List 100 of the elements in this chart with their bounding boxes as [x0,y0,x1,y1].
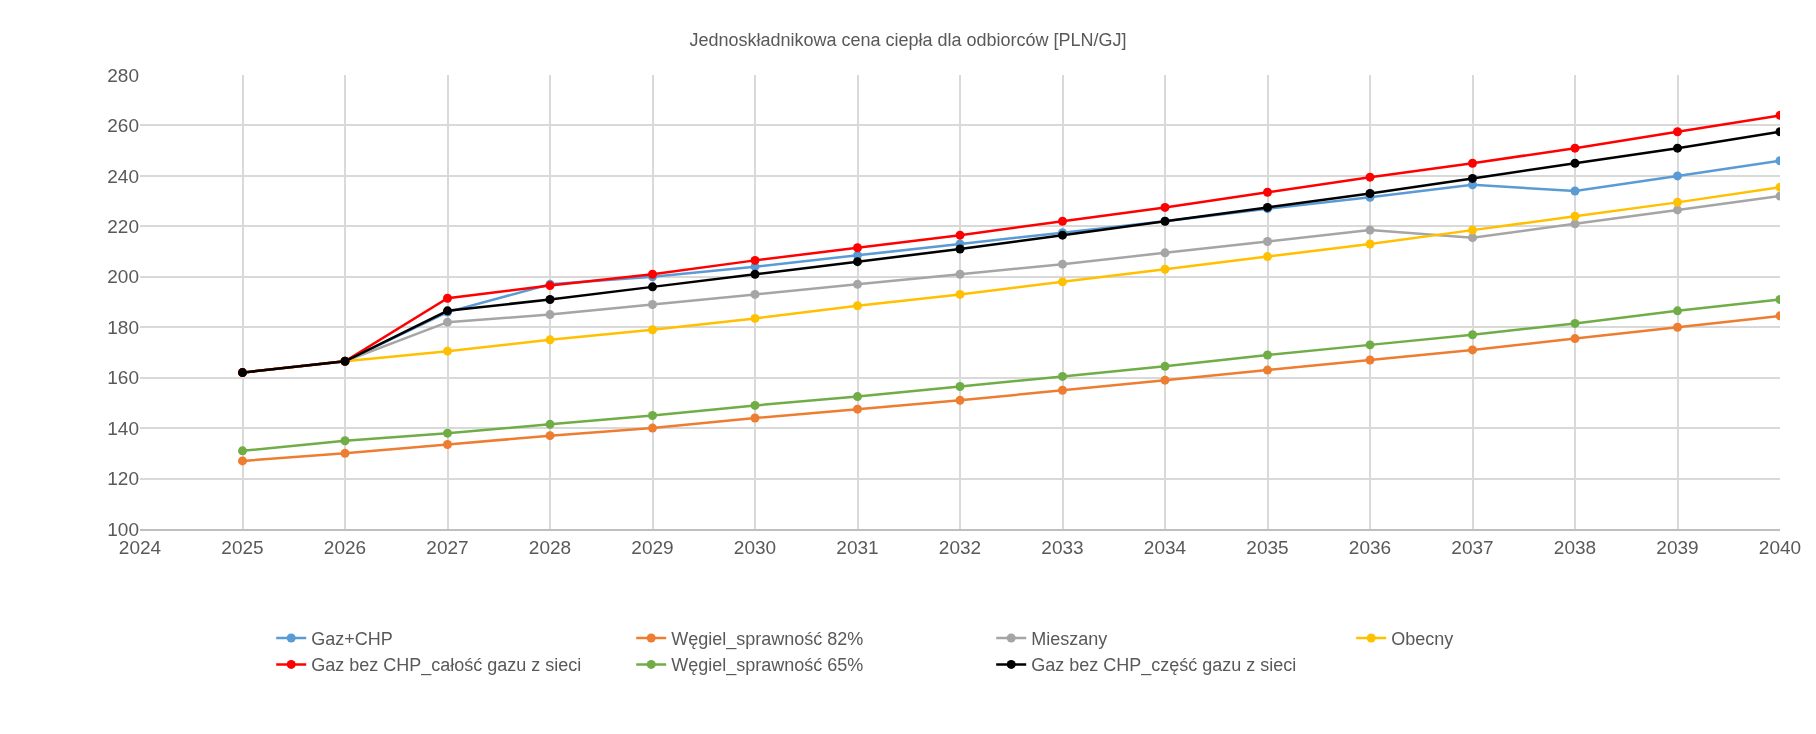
point [750,413,760,423]
x-tick-label: 2035 [1246,536,1289,558]
point [545,310,555,320]
point [443,293,452,303]
legend-label: Gaz+CHP [311,629,393,650]
point [955,289,965,299]
point [238,456,247,466]
y-tick-label: 240 [107,165,139,187]
point [955,395,965,405]
point [1673,197,1682,207]
point [443,317,452,327]
point [853,301,862,311]
point [1673,127,1682,137]
point [545,335,555,345]
point [1058,216,1067,226]
y-tick-label: 200 [107,266,139,288]
point [1058,371,1067,381]
y-tick-label: 140 [107,417,139,439]
point [853,257,862,267]
point [750,269,760,279]
legend-label: Węgiel_sprawność 82% [671,629,864,651]
x-tick-label: 2031 [836,536,879,558]
point [1673,205,1682,215]
point [1570,211,1580,221]
point [648,411,657,420]
point [1673,171,1682,181]
x-tick-label: 2034 [1143,536,1187,558]
point [340,436,350,446]
point [1468,158,1477,168]
point [545,419,555,429]
point [1365,355,1375,365]
point [750,255,760,265]
point [955,381,965,391]
x-tick-label: 2033 [1041,536,1084,558]
x-tick-label: 2032 [938,536,982,558]
point [955,244,965,254]
point [648,423,657,433]
point [853,279,862,289]
point [443,428,452,438]
x-tick-label: 2026 [323,536,367,558]
point [1263,236,1272,246]
point [955,269,965,279]
point [1263,252,1272,262]
x-tick-label: 2038 [1553,536,1597,558]
point [1058,277,1067,287]
x-tick-label: 2039 [1656,536,1699,558]
point [1468,225,1477,235]
point [1673,322,1682,332]
x-tick-label: 2029 [631,536,674,558]
point [1468,233,1477,243]
point [1365,172,1375,182]
point [1365,225,1375,235]
point [648,282,657,292]
point [1160,361,1170,371]
legend-label: Mieszany [1031,629,1108,650]
x-tick-label: 2027 [426,536,469,558]
point [1365,340,1375,350]
point [1160,202,1170,212]
point [1263,365,1272,375]
legend-label: Gaz bez CHP_całość gazu z sieci [311,655,582,677]
point [1160,264,1170,274]
point [1263,350,1272,360]
point [1673,306,1682,316]
legend-label: Węgiel_sprawność 65% [671,655,864,677]
point [1570,334,1580,344]
point [1570,158,1580,168]
y-tick-label: 160 [107,367,139,389]
x-tick-label: 2028 [528,536,572,558]
legend-label: Obecny [1391,629,1454,650]
point [1160,375,1170,385]
chart-title: Jednoskładnikowa cena ciepła dla odbiorców [PLN/GJ] [689,29,1127,50]
y-tick-label: 280 [107,64,139,86]
x-tick-label: 2036 [1348,536,1392,558]
y-tick-label: 180 [107,316,139,338]
x-tick-label: 2030 [733,536,777,558]
point [1570,318,1580,328]
point [1468,330,1477,340]
point [1468,173,1477,183]
point [1365,239,1375,249]
point [750,313,760,323]
y-tick-label: 120 [107,468,139,490]
point [853,404,862,414]
point [443,346,452,356]
legend-label: Gaz bez CHP_część gazu z sieci [1031,655,1297,677]
point [545,294,555,304]
point [1570,143,1580,153]
x-tick-label: 2037 [1451,536,1494,558]
point [1570,186,1580,196]
point [238,446,247,456]
point [1468,345,1477,355]
x-tick-label: 2025 [221,536,264,558]
point [1673,143,1682,153]
point [955,230,965,240]
point [545,431,555,441]
point [1160,248,1170,258]
point [750,400,760,410]
point [1058,259,1067,269]
x-tick-label: 2040 [1758,536,1802,558]
point [853,243,862,253]
point [648,300,657,310]
